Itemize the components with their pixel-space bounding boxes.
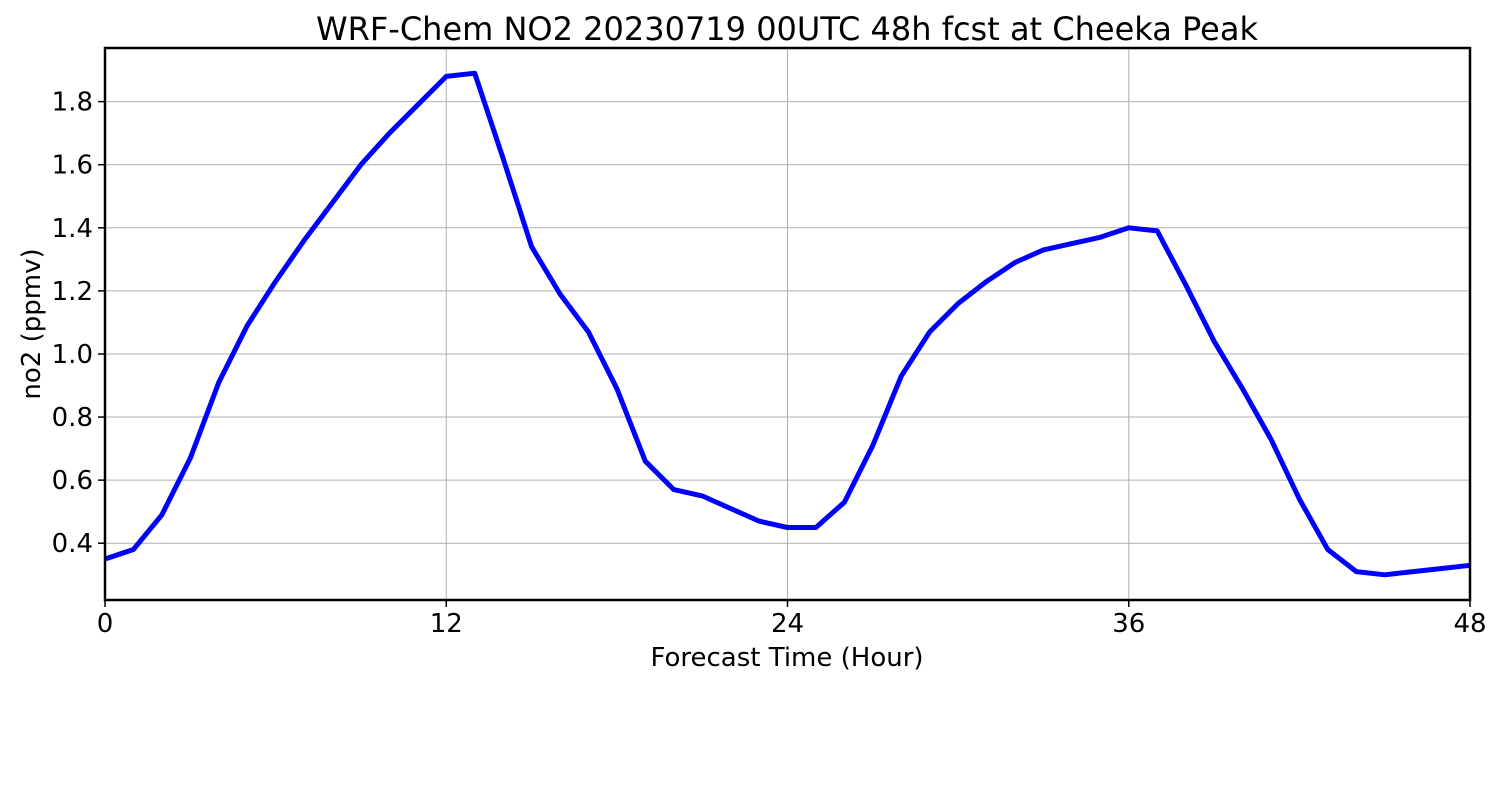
grid [104,48,1471,600]
y-tick-label: 1.6 [52,151,93,181]
y-tick-label: 1.4 [52,214,93,244]
y-tick-label: 0.8 [52,403,93,433]
x-tick-label: 36 [1112,609,1145,639]
y-tick-label: 0.6 [52,466,93,496]
y-tick-label: 0.4 [52,529,93,559]
y-tick-label: 1.0 [52,340,93,370]
x-tick-label: 48 [1453,609,1486,639]
series-layer [104,70,1471,578]
y-tick-label: 1.2 [52,277,93,307]
x-tick-label: 24 [771,609,804,639]
chart-title: WRF-Chem NO2 20230719 00UTC 48h fcst at … [316,10,1258,48]
y-axis-label: no2 (ppmv) [17,248,47,399]
no2-series-line [104,70,1471,578]
ticks: 0 12 24 36 48 0.4 0.6 0.8 1.0 1.2 1.4 1.6 1.8 [52,88,1487,639]
x-tick-label: 12 [430,609,463,639]
y-tick-label: 1.8 [52,88,93,118]
x-axis-label: Forecast Time (Hour) [650,643,923,673]
x-tick-label: 0 [97,609,114,639]
